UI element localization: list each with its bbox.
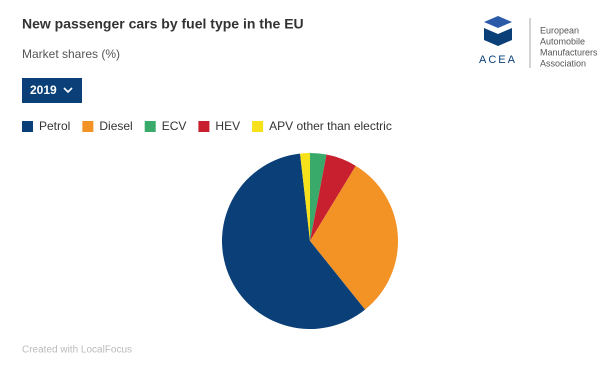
selector-button[interactable]: [22, 78, 82, 103]
footer: Created with LocalFocus: [22, 345, 132, 356]
pie-slice: [222, 153, 366, 329]
logo-icon: [484, 16, 512, 28]
chart-title: New passenger cars by fuel type in the E…: [22, 16, 304, 32]
legend-swatch: [144, 121, 156, 132]
logo-text: Association: [540, 58, 586, 68]
legend-label: Diesel: [99, 119, 132, 133]
logo-text: Automobile: [540, 36, 585, 46]
pie-slice: [310, 154, 356, 241]
legend-swatch: [22, 121, 33, 132]
legend-label: ECV: [162, 119, 187, 133]
logo-icon: [484, 28, 512, 46]
logo-text: Manufacturers: [540, 47, 598, 57]
year-selector[interactable]: 2019: [22, 78, 82, 103]
legend-label: HEV: [215, 119, 240, 133]
legend-swatch: [198, 121, 210, 132]
logo-text: European: [540, 25, 579, 35]
pie-slice: [300, 153, 310, 241]
logo: ACEA: [479, 16, 531, 68]
logo-acronym: ACEA: [479, 54, 517, 66]
selector-caret: [63, 87, 73, 94]
chart-subtitle: Market shares (%): [22, 47, 120, 61]
pie-slice: [310, 165, 398, 310]
selector-label[interactable]: 2019: [30, 83, 57, 97]
legend-label: Petrol: [39, 119, 70, 133]
legend-swatch: [252, 121, 264, 132]
pie-slice: [310, 153, 327, 241]
legend-label: APV other than electric: [269, 119, 392, 133]
legend-swatch: [82, 121, 94, 132]
